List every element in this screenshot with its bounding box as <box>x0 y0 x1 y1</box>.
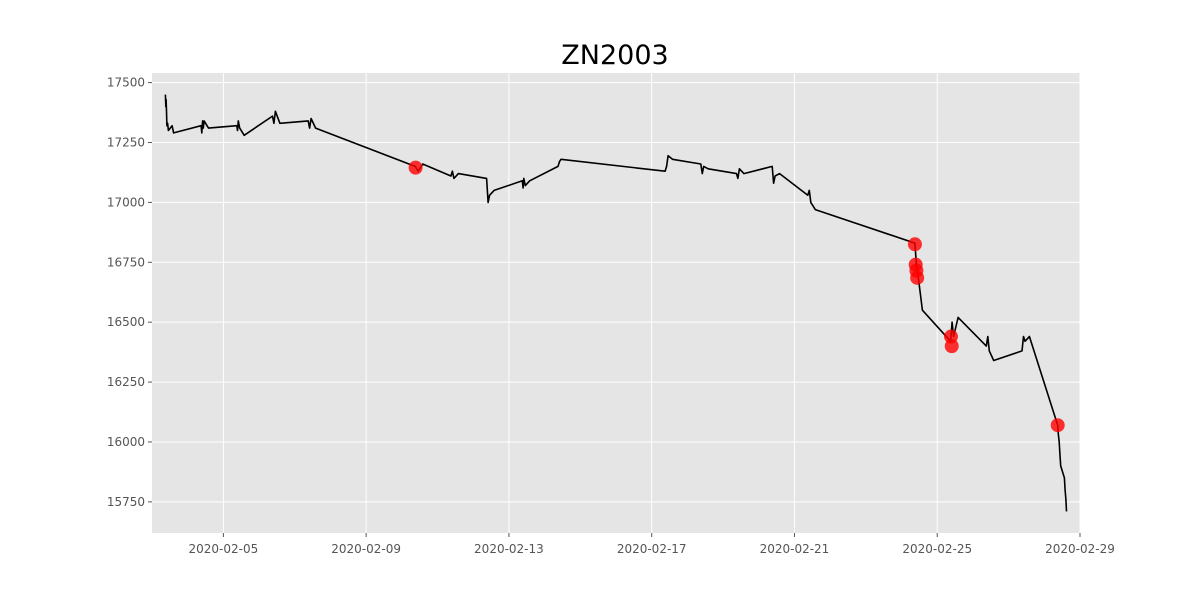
signal-marker <box>907 237 922 252</box>
y-tick-label: 17500 <box>107 76 145 90</box>
x-tick-label: 2020-02-21 <box>760 542 830 556</box>
chart-title: ZN2003 <box>561 40 668 71</box>
y-tick-label: 15750 <box>107 495 145 509</box>
y-tick-label: 16500 <box>107 315 145 329</box>
x-tick-label: 2020-02-05 <box>189 542 259 556</box>
x-tick-label: 2020-02-13 <box>474 542 544 556</box>
y-tick-label: 17000 <box>107 195 145 209</box>
y-axis: 15750 16000 16250 16500 16750 17000 17250 17500 <box>107 76 152 509</box>
x-tick-label: 2020-02-25 <box>902 542 972 556</box>
signal-marker <box>910 270 925 285</box>
series-layer <box>164 94 1068 512</box>
plot-area <box>152 73 1080 533</box>
y-tick-label: 16750 <box>107 255 145 269</box>
y-tick-label: 16250 <box>107 375 145 389</box>
x-tick-label: 2020-02-17 <box>617 542 687 556</box>
signal-marker <box>1050 418 1065 433</box>
grid-lines <box>152 73 1081 533</box>
y-tick-label: 16000 <box>107 435 145 449</box>
x-axis: 2020-02-05 2020-02-09 2020-02-13 2020-02-17… <box>189 533 1115 556</box>
marker-layer <box>408 160 1065 433</box>
signal-marker <box>408 160 423 175</box>
y-tick-label: 17250 <box>107 135 145 149</box>
x-tick-label: 2020-02-09 <box>331 542 401 556</box>
price-line <box>164 94 1068 512</box>
x-tick-label: 2020-02-29 <box>1045 542 1115 556</box>
signal-marker <box>944 339 959 354</box>
